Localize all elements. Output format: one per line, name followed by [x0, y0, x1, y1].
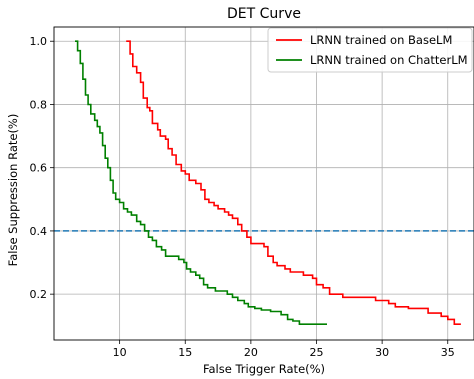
x-tick-label: 20 [244, 346, 258, 359]
plot-frame [53, 26, 474, 341]
y-tick-label: 0.6 [30, 162, 48, 175]
y-tick-label: 0.2 [30, 288, 48, 301]
x-tick-label: 35 [441, 346, 455, 359]
y-tick-label: 0.4 [30, 225, 48, 238]
legend-label-0: LRNN trained on BaseLM [310, 33, 452, 47]
x-tick-label: 25 [310, 346, 324, 359]
x-axis-label: False Trigger Rate(%) [203, 362, 325, 376]
x-tick-label: 15 [178, 346, 192, 359]
series-line-0 [126, 40, 461, 325]
series-layer [75, 40, 461, 325]
x-tick-label: 10 [113, 346, 127, 359]
x-tick-label: 30 [375, 346, 389, 359]
series-line-1 [75, 40, 327, 325]
grid-lines [54, 27, 474, 340]
legend-items: LRNN trained on BaseLM LRNN trained on Ch… [276, 33, 468, 67]
chart-title: DET Curve [227, 6, 301, 22]
y-tick-label: 0.8 [30, 98, 48, 111]
y-axis-label: False Suppression Rate(%) [6, 114, 20, 267]
legend: LRNN trained on BaseLM LRNN trained on Ch… [267, 27, 473, 73]
legend-box [267, 27, 473, 73]
axis-ticks: 10 15 20 25 30 35 0.2 0.4 0.6 0.8 1.0 [30, 35, 455, 359]
legend-label-1: LRNN trained on ChatterLM [310, 53, 468, 67]
y-tick-label: 1.0 [30, 35, 48, 48]
